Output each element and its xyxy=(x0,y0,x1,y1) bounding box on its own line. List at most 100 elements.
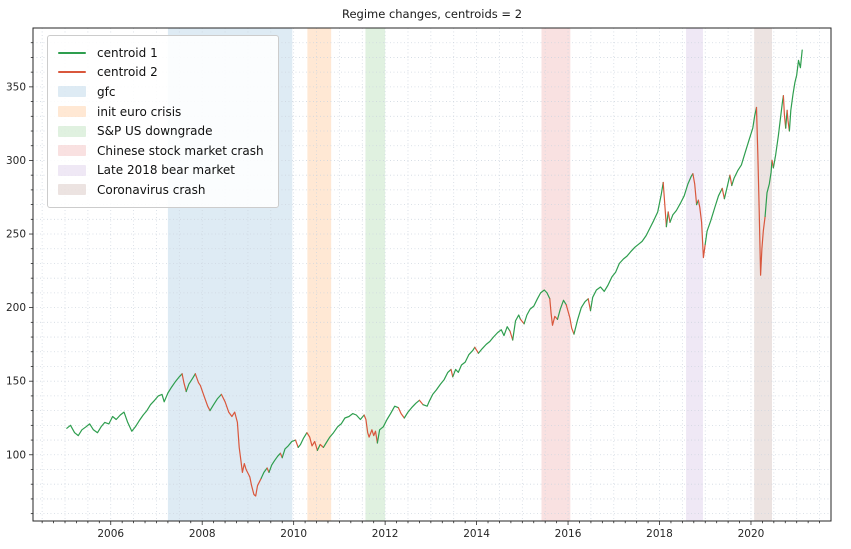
legend-item-centroid-1: centroid 1 xyxy=(58,43,266,63)
series-segment-centroid-1 xyxy=(772,95,784,169)
series-segment-centroid-1 xyxy=(297,432,308,448)
series-segment-centroid-2 xyxy=(319,443,324,448)
x-tick-label: 2006 xyxy=(97,528,124,540)
price-line xyxy=(66,49,803,497)
series-segment-centroid-1 xyxy=(185,373,196,393)
series-segment-centroid-1 xyxy=(556,299,567,320)
series-segment-centroid-1 xyxy=(573,298,589,335)
legend: centroid 1 centroid 2 gfc init euro crisis S… xyxy=(47,35,279,208)
series-segment-centroid-2 xyxy=(294,439,299,448)
series-segment-centroid-1 xyxy=(66,373,183,437)
series-segment-centroid-1 xyxy=(669,173,694,223)
series-segment-centroid-1 xyxy=(316,443,321,451)
series-segment-centroid-2 xyxy=(450,368,454,378)
series-segment-centroid-1 xyxy=(209,393,222,412)
legend-label-centroid-2: centroid 2 xyxy=(97,65,158,80)
series-segment-centroid-2 xyxy=(729,174,733,187)
x-tick-label: 2016 xyxy=(555,528,582,540)
series-segment-centroid-2 xyxy=(418,399,424,406)
legend-patch-swatch-s-p-us-downgrade xyxy=(58,125,88,137)
series-segment-centroid-2 xyxy=(194,373,211,412)
series-segment-centroid-2 xyxy=(667,211,671,223)
y-tick-label: 300 xyxy=(6,155,26,167)
series-segment-centroid-1 xyxy=(268,452,281,473)
legend-item-chinese-stock-market-crash: Chinese stock market crash xyxy=(58,141,266,161)
series-segment-centroid-2 xyxy=(587,298,592,312)
legend-label-coronavirus-crash: Coronavirus crash xyxy=(97,182,206,197)
series-segment-centroid-2 xyxy=(721,187,725,200)
series-segment-centroid-2 xyxy=(786,109,790,132)
legend-item-late-2018-bear-market: Late 2018 bear market xyxy=(58,161,266,181)
legend-label-init-euro-crisis: init euro crisis xyxy=(97,104,182,119)
x-tick-label: 2018 xyxy=(646,528,673,540)
series-segment-centroid-2 xyxy=(363,414,378,444)
series-segment-centroid-2 xyxy=(519,318,525,325)
series-segment-centroid-1 xyxy=(723,174,731,200)
series-segment-centroid-1 xyxy=(764,159,773,217)
legend-line-swatch-centroid-1 xyxy=(58,51,88,54)
legend-patch-swatch-late-2018-bear-market xyxy=(58,164,88,176)
legend-item-init-euro-crisis: init euro crisis xyxy=(58,102,266,122)
chart-title: Regime changes, centroids = 2 xyxy=(341,7,523,21)
series-segment-centroid-1 xyxy=(376,405,399,444)
series-segment-centroid-2 xyxy=(549,298,559,326)
series-segment-centroid-1 xyxy=(788,49,803,132)
legend-patch-swatch-chinese-stock-market-crash xyxy=(58,145,88,157)
y-tick-label: 350 xyxy=(6,81,26,93)
x-tick-label: 2014 xyxy=(463,528,490,540)
legend-line-swatch-centroid-2 xyxy=(58,71,88,74)
band-coronavirus-crash xyxy=(754,28,773,521)
series-segment-centroid-1 xyxy=(422,368,452,407)
legend-label-gfc: gfc xyxy=(97,84,116,99)
band-s-p-us-downgrade xyxy=(365,28,386,521)
series-segment-centroid-1 xyxy=(512,314,522,341)
legend-label-centroid-1: centroid 1 xyxy=(97,45,158,60)
band-init-euro-crisis xyxy=(307,28,332,521)
series-segment-centroid-2 xyxy=(181,373,187,393)
x-tick-label: 2010 xyxy=(280,528,307,540)
legend-item-s-p-us-downgrade: S&P US downgrade xyxy=(58,121,266,141)
y-tick-label: 100 xyxy=(6,449,26,461)
y-tick-label: 150 xyxy=(6,376,26,388)
y-tick-label: 200 xyxy=(6,302,26,314)
series-segment-centroid-2 xyxy=(782,95,787,129)
legend-item-gfc: gfc xyxy=(58,82,266,102)
series-segment-centroid-1 xyxy=(731,106,758,187)
series-segment-centroid-1 xyxy=(665,211,669,228)
series-segment-centroid-2 xyxy=(565,304,575,335)
legend-patch-swatch-init-euro-crisis xyxy=(58,106,88,118)
legend-item-coronavirus-crash: Coronavirus crash xyxy=(58,180,266,200)
series-segment-centroid-1 xyxy=(403,399,420,419)
x-tick-label: 2008 xyxy=(189,528,216,540)
series-segment-centroid-2 xyxy=(306,432,318,451)
series-segment-centroid-2 xyxy=(662,181,667,228)
series-segment-centroid-1 xyxy=(260,467,268,479)
band-late-2018-bear-market xyxy=(686,28,703,521)
x-tick-label: 2020 xyxy=(738,528,765,540)
series-segment-centroid-1 xyxy=(589,181,664,312)
legend-patch-swatch-gfc xyxy=(58,86,88,98)
series-segment-centroid-1 xyxy=(477,326,511,354)
series-segment-centroid-2 xyxy=(474,346,479,354)
x-tick-label: 2012 xyxy=(372,528,399,540)
y-tick-labels: 100 150 200 250 300 350 xyxy=(6,81,26,461)
legend-label-s-p-us-downgrade: S&P US downgrade xyxy=(97,124,213,139)
series-segment-centroid-1 xyxy=(523,289,551,325)
series-segment-centroid-1 xyxy=(452,346,476,378)
series-segment-centroid-1 xyxy=(704,187,723,245)
series-segment-centroid-1 xyxy=(322,413,365,448)
band-chinese-stock-market-crash xyxy=(541,28,571,521)
series-segment-centroid-1 xyxy=(281,439,297,459)
series-segment-centroid-2 xyxy=(697,199,706,259)
legend-item-centroid-2: centroid 2 xyxy=(58,63,266,83)
x-tick-labels: 2006 2008 2010 2012 2014 2016 2018 2020 xyxy=(97,528,764,540)
series-segment-centroid-2 xyxy=(692,173,698,206)
series-segment-centroid-2 xyxy=(397,407,405,419)
legend-label-chinese-stock-market-crash: Chinese stock market crash xyxy=(97,143,264,158)
series-segment-centroid-2 xyxy=(755,106,766,276)
y-tick-label: 250 xyxy=(6,229,26,241)
series-segment-centroid-2 xyxy=(220,393,262,497)
plot-frame xyxy=(32,27,832,522)
legend-patch-swatch-coronavirus-crash xyxy=(58,184,88,196)
